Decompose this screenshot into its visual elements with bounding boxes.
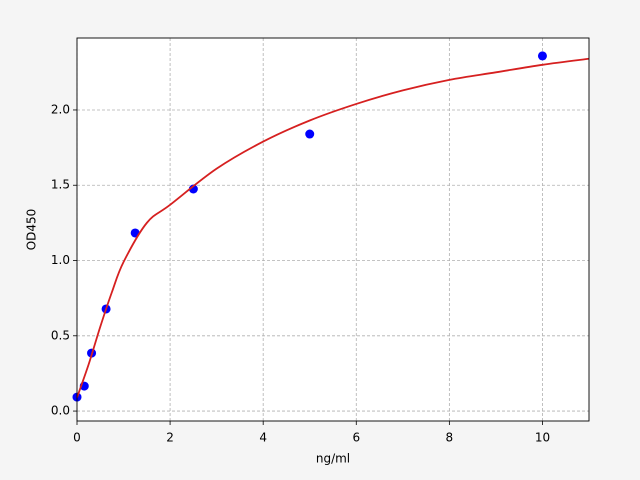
x-tick-label: 8 bbox=[446, 431, 454, 445]
x-tick-label: 4 bbox=[259, 431, 267, 445]
data-point bbox=[188, 184, 198, 194]
plot-frame bbox=[76, 37, 590, 422]
x-tick-label: 10 bbox=[535, 431, 550, 445]
x-axis-label: ng/ml bbox=[316, 452, 350, 466]
y-tick-label: 0.5 bbox=[51, 328, 70, 342]
y-tick-label: 0.0 bbox=[51, 404, 70, 418]
fit-curve bbox=[76, 57, 590, 398]
y-tick-label: 1.0 bbox=[51, 253, 70, 267]
x-tick-label: 0 bbox=[73, 431, 81, 445]
x-tick-label: 2 bbox=[166, 431, 174, 445]
y-axis-label: OD450 bbox=[25, 209, 39, 251]
x-tick-label: 6 bbox=[352, 431, 360, 445]
y-tick-label: 2.0 bbox=[51, 102, 70, 116]
data-point bbox=[537, 51, 547, 61]
data-point bbox=[305, 129, 315, 139]
plot-area bbox=[77, 38, 589, 421]
y-tick-label: 1.5 bbox=[51, 178, 70, 192]
